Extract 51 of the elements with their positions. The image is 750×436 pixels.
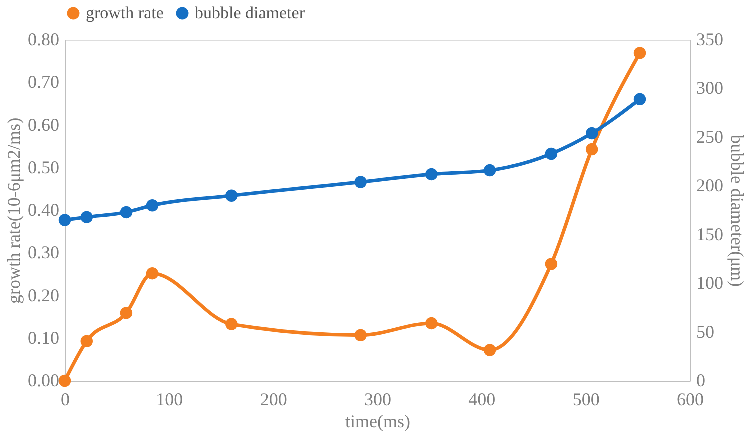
y-tick-label: 0.70 xyxy=(28,72,60,92)
x-tick-label: 100 xyxy=(156,390,184,410)
point xyxy=(146,267,159,280)
y-tick-label: 0.80 xyxy=(28,30,60,50)
y2-tick-label: 300 xyxy=(696,78,724,98)
point xyxy=(58,374,72,388)
point xyxy=(120,307,133,320)
point xyxy=(484,344,496,356)
point xyxy=(545,258,558,270)
point xyxy=(354,329,367,342)
y2-tick-label: 200 xyxy=(696,176,724,196)
x-tick-label: 0 xyxy=(61,390,70,410)
x-tick-label: 600 xyxy=(677,390,704,410)
y-tick-label: 0.00 xyxy=(28,370,60,390)
y-tick-label: 0.10 xyxy=(28,328,60,348)
point xyxy=(586,127,598,140)
point xyxy=(634,47,646,60)
x-tick-label: 400 xyxy=(468,390,496,410)
point xyxy=(426,168,438,181)
y-tick-label: 0.20 xyxy=(28,285,60,306)
point xyxy=(426,317,438,330)
y2-axis-title: bubble diameter(μm) xyxy=(728,134,748,288)
point xyxy=(58,214,72,226)
x-tick-label: 200 xyxy=(260,390,288,410)
y2-tick-label: 150 xyxy=(696,224,724,244)
point xyxy=(80,335,93,348)
y-tick-label: 0.30 xyxy=(28,242,60,263)
point xyxy=(586,143,598,156)
point xyxy=(484,164,496,177)
point xyxy=(226,190,238,202)
y-tick-label: 0.40 xyxy=(28,200,60,220)
y2-tick-label: 0 xyxy=(696,370,706,390)
y-tick-label: 0.50 xyxy=(28,157,60,178)
y2-tick-label: 100 xyxy=(696,273,724,294)
y2-tick-label: 350 xyxy=(696,30,724,50)
point xyxy=(146,200,159,212)
point xyxy=(354,176,367,188)
point xyxy=(634,93,646,106)
point xyxy=(226,318,238,330)
point xyxy=(120,206,133,219)
y-tick-label: 0.60 xyxy=(28,114,60,135)
x-axis-title: time(ms) xyxy=(346,412,410,432)
point xyxy=(545,148,558,160)
x-tick-label: 500 xyxy=(572,390,600,410)
y-axis-title: growth rate(10-6μm2/ms) xyxy=(4,118,24,304)
y2-tick-label: 50 xyxy=(696,322,714,342)
y2-tick-label: 250 xyxy=(696,126,724,147)
legend-label: growth rate xyxy=(86,4,164,23)
point xyxy=(80,211,93,224)
legend-label: bubble diameter xyxy=(195,4,306,23)
x-tick-label: 300 xyxy=(364,390,392,410)
